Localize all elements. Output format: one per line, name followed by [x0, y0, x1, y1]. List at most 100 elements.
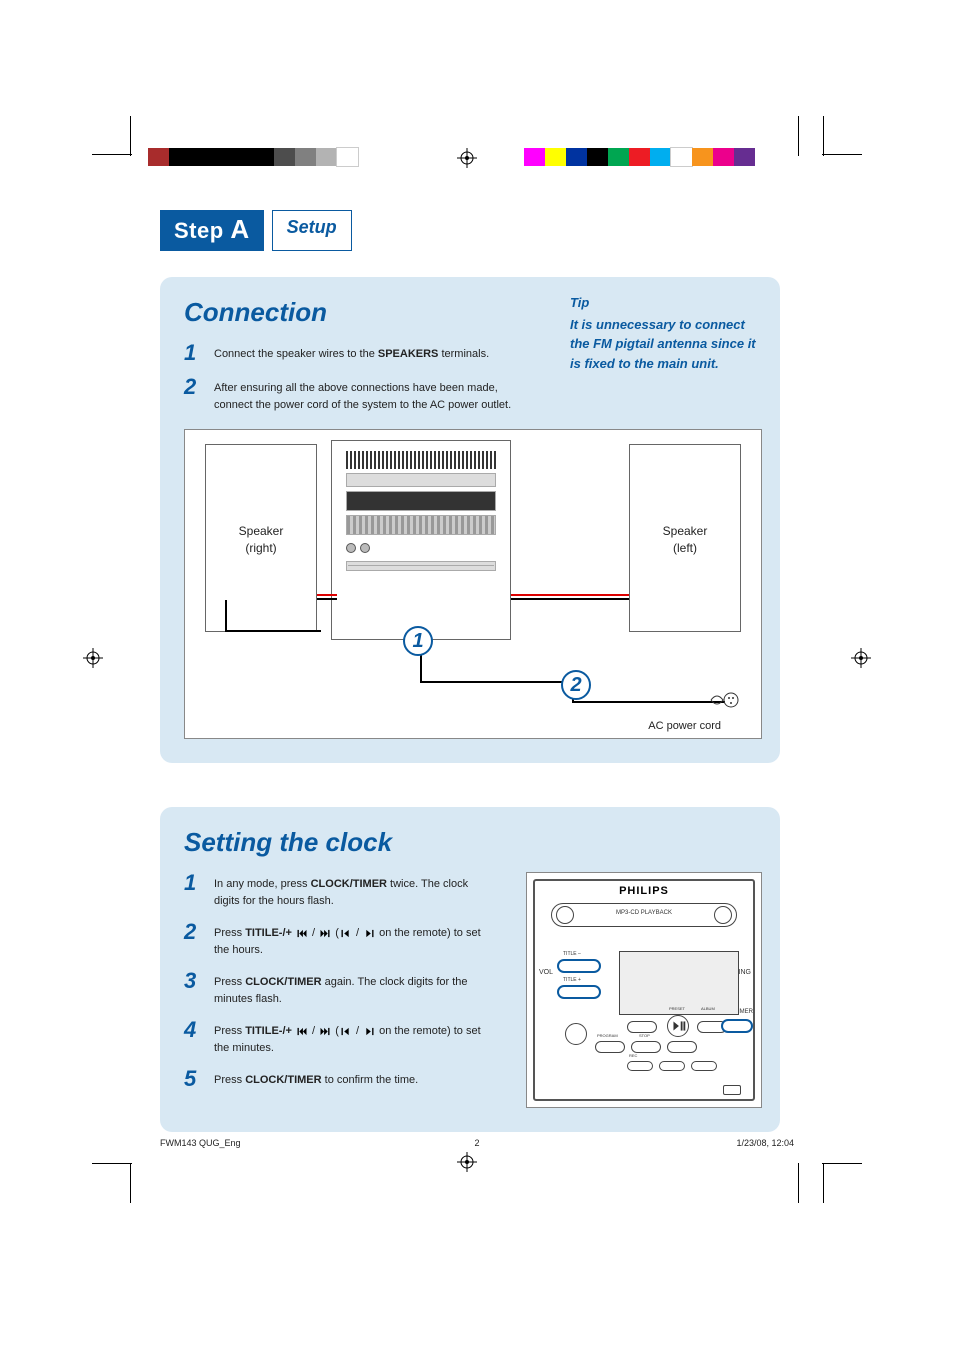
color-swatch [190, 148, 211, 166]
color-swatch [232, 148, 253, 166]
color-swatch [713, 148, 734, 166]
prev-track-icon [297, 1027, 307, 1036]
color-swatch [734, 148, 755, 166]
step-number: 5 [184, 1068, 202, 1090]
album-label: ALBUM [701, 1006, 715, 1011]
step-number: 2 [184, 376, 202, 413]
title-minus-button [557, 959, 601, 973]
title-plus-button [557, 985, 601, 999]
step-number: 2 [184, 921, 202, 958]
color-swatch [148, 148, 169, 166]
color-calibration-bar [148, 148, 358, 166]
color-swatch [316, 148, 337, 166]
topbar-label: MP3-CD PLAYBACK [616, 910, 672, 916]
clock-step: 5 Press CLOCK/TIMER to confirm the time. [184, 1068, 506, 1090]
connection-step-1: 1 Connect the speaker wires to the SPEAK… [184, 342, 519, 364]
color-swatch [274, 148, 295, 166]
footer-filename: FWM143 QUG_Eng [160, 1138, 241, 1148]
dev-button [667, 1041, 697, 1053]
ac-cord-label: AC power cord [648, 720, 721, 732]
step-prefix: Step [174, 218, 224, 243]
color-swatch [337, 148, 358, 166]
vol-label: VOL [539, 969, 553, 976]
color-swatch [671, 148, 692, 166]
registration-target-icon [851, 648, 871, 668]
device-illustration: PHILIPS MP3-CD PLAYBACK VOL TUNING CLOCK… [526, 872, 762, 1108]
crop-mark [822, 1163, 862, 1164]
prev-icon [341, 929, 351, 938]
clock-step: 3 Press CLOCK/TIMER again. The clock digi… [184, 970, 506, 1007]
color-swatch [692, 148, 713, 166]
step-label: Setup [272, 210, 352, 251]
next-icon [364, 929, 374, 938]
next-track-icon [320, 1027, 330, 1036]
color-swatch [650, 148, 671, 166]
prev-icon [341, 1027, 351, 1036]
dev-round-button [565, 1023, 587, 1045]
footer-page-number: 2 [474, 1138, 479, 1148]
clock-timer-button [721, 1019, 753, 1033]
crop-mark [822, 154, 862, 155]
step-text: In any mode, press CLOCK/TIMER twice. Th… [214, 872, 494, 909]
color-swatch [545, 148, 566, 166]
step-text: Press CLOCK/TIMER again. The clock digit… [214, 970, 494, 1007]
step-letter: A [230, 214, 249, 244]
color-swatch [566, 148, 587, 166]
crop-mark [92, 154, 132, 155]
power-plug-icon [709, 690, 739, 710]
dev-button [627, 1021, 657, 1033]
page-footer: FWM143 QUG_Eng 2 1/23/08, 12:04 [160, 1138, 794, 1148]
step-text: Connect the speaker wires to the SPEAKER… [214, 342, 489, 364]
step-number: 3 [184, 970, 202, 1007]
step-badge: Step A [160, 210, 264, 251]
step-text: Press TITILE-/+ / ( / on the remote) to … [214, 1019, 494, 1056]
clock-step: 2 Press TITILE-/+ / ( / on the remote) to… [184, 921, 506, 958]
dev-button [691, 1061, 717, 1071]
connection-section: Connection 1 Connect the speaker wires t… [160, 277, 780, 763]
next-icon [364, 1027, 374, 1036]
step-text: After ensuring all the above connections… [214, 376, 519, 413]
stop-label: STOP [639, 1033, 650, 1038]
diagram-badge-1: 1 [403, 626, 433, 656]
color-swatch [253, 148, 274, 166]
preset-label: PRESET [669, 1006, 685, 1011]
footer-timestamp: 1/23/08, 12:04 [736, 1138, 794, 1148]
step-number: 1 [184, 342, 202, 364]
connection-step-2: 2 After ensuring all the above connectio… [184, 376, 519, 413]
registration-target-icon [83, 648, 103, 668]
usb-port-icon [723, 1085, 741, 1095]
diagram-badge-2: 2 [561, 670, 591, 700]
step-header: Step A Setup [160, 210, 780, 251]
brand-label: PHILIPS [527, 885, 761, 897]
connection-diagram: Speaker (right) Speaker (left) [184, 429, 762, 739]
color-swatch [211, 148, 232, 166]
color-swatch [629, 148, 650, 166]
clock-step: 4 Press TITILE-/+ / ( / on the remote) to… [184, 1019, 506, 1056]
title-plus-label: TITLE + [563, 977, 581, 983]
step-text: Press CLOCK/TIMER to confirm the time. [214, 1068, 494, 1090]
crop-mark [823, 1163, 824, 1203]
dev-button [627, 1061, 653, 1071]
next-track-icon [320, 929, 330, 938]
crop-mark [130, 1163, 131, 1203]
dev-button [659, 1061, 685, 1071]
step-number: 4 [184, 1019, 202, 1056]
program-label: PROGRAM [597, 1033, 618, 1038]
registration-target-icon [457, 148, 477, 168]
clock-title: Setting the clock [184, 827, 762, 858]
clock-step: 1 In any mode, press CLOCK/TIMER twice. T… [184, 872, 506, 909]
crop-mark [823, 116, 824, 156]
tip-body: It is unnecessary to connect the FM pigt… [570, 315, 760, 374]
tip-box: Tip It is unnecessary to connect the FM … [570, 293, 760, 373]
color-swatch [608, 148, 629, 166]
crop-mark [798, 116, 799, 156]
color-swatch [587, 148, 608, 166]
step-number: 1 [184, 872, 202, 909]
prev-track-icon [297, 929, 307, 938]
play-pause-button [667, 1015, 689, 1037]
step-text: Press TITILE-/+ / ( / on the remote) to … [214, 921, 494, 958]
ac-cord-path [185, 430, 761, 738]
dev-button [595, 1041, 625, 1053]
rec-label: REC [629, 1053, 637, 1058]
color-swatch [169, 148, 190, 166]
